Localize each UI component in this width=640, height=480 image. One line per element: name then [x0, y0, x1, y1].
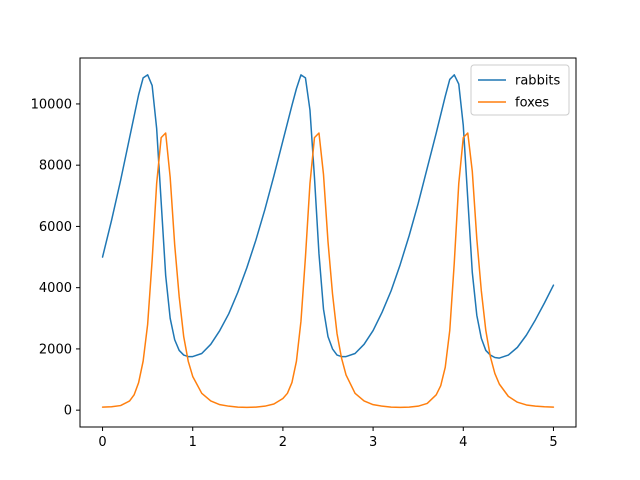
x-tick-label: 1 [189, 435, 197, 450]
y-tick-label: 0 [64, 404, 72, 419]
x-tick-label: 5 [549, 435, 557, 450]
series-line-rabbits [101, 74, 555, 359]
axes-frame [79, 57, 577, 428]
x-tick-label: 0 [98, 435, 106, 450]
y-tick-label: 10000 [31, 97, 72, 112]
y-tick-label: 2000 [39, 342, 72, 357]
legend-label-rabbits: rabbits [515, 74, 561, 89]
x-tick-label: 4 [459, 435, 467, 450]
y-axis-ticks: 0 2000 4000 6000 8000 10000 [31, 97, 80, 419]
x-tick-label: 2 [279, 435, 287, 450]
y-tick-label: 4000 [39, 281, 72, 296]
x-tick-label: 3 [369, 435, 377, 450]
series-layer [101, 74, 555, 409]
y-tick-label: 8000 [39, 159, 72, 174]
series-line-foxes [101, 132, 555, 409]
legend: rabbits foxes [470, 64, 570, 116]
x-axis-ticks: 0 1 2 3 4 5 [98, 427, 558, 450]
legend-label-foxes: foxes [515, 96, 549, 111]
y-tick-label: 6000 [39, 220, 72, 235]
